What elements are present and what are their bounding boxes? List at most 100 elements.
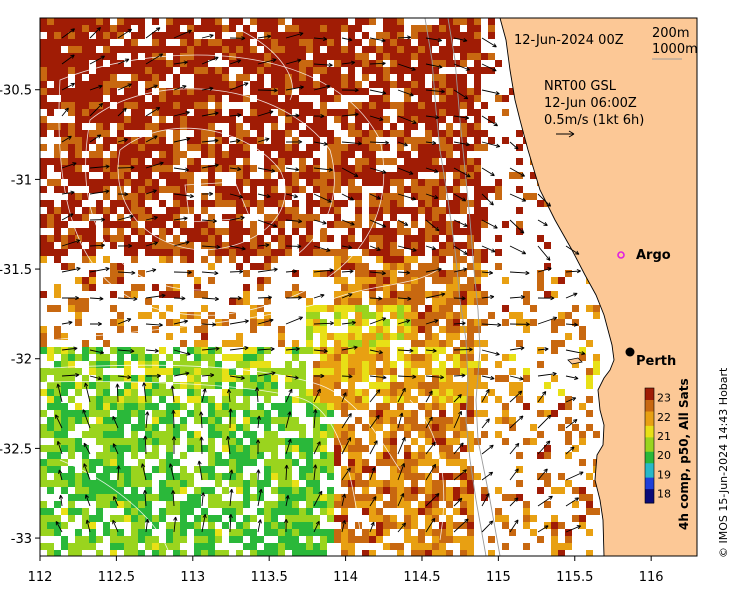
sst-cell [278, 193, 285, 200]
sst-cell [432, 214, 439, 221]
sst-cell [453, 508, 460, 515]
sst-cell [201, 473, 208, 480]
sst-cell [348, 361, 355, 368]
sst-cell [194, 46, 201, 53]
sst-cell [75, 438, 82, 445]
sst-cell [306, 39, 313, 46]
sst-cell [40, 144, 47, 151]
sst-cell [124, 291, 131, 298]
sst-cell [376, 67, 383, 74]
sst-cell [89, 53, 96, 60]
sst-cell [271, 67, 278, 74]
sst-cell [376, 354, 383, 361]
sst-cell [243, 396, 250, 403]
sst-cell [61, 333, 68, 340]
sst-cell [376, 305, 383, 312]
sst-cell [145, 67, 152, 74]
sst-cell [348, 144, 355, 151]
sst-cell [201, 368, 208, 375]
sst-cell [138, 473, 145, 480]
sst-cell [306, 347, 313, 354]
sst-cell [516, 494, 523, 501]
sst-cell [439, 242, 446, 249]
sst-cell [243, 46, 250, 53]
current-arrow-icon [56, 383, 63, 403]
sst-cell [264, 165, 271, 172]
sst-cell [383, 116, 390, 123]
sst-cell [61, 424, 68, 431]
sst-cell [348, 403, 355, 410]
sst-cell [201, 88, 208, 95]
sst-cell [292, 46, 299, 53]
sst-cell [201, 326, 208, 333]
sst-cell [404, 354, 411, 361]
sst-cell [264, 319, 271, 326]
sst-cell [376, 102, 383, 109]
sst-cell [96, 39, 103, 46]
sst-cell [425, 95, 432, 102]
sst-cell [180, 172, 187, 179]
sst-cell [467, 95, 474, 102]
sst-cell [236, 32, 243, 39]
sst-cell [467, 361, 474, 368]
sst-cell [166, 186, 173, 193]
sst-cell [579, 494, 586, 501]
sst-cell [54, 151, 61, 158]
current-arrow-icon [257, 193, 271, 199]
sst-cell [257, 382, 264, 389]
sst-cell [215, 116, 222, 123]
y-axis: -30.5-31-31.5-32-32.5-33 [0, 84, 40, 547]
current-arrow-icon [89, 349, 105, 355]
sst-cell [362, 550, 369, 556]
sst-cell [180, 354, 187, 361]
sst-cell [453, 186, 460, 193]
sst-cell [82, 298, 89, 305]
current-arrow-icon [453, 373, 466, 378]
sst-cell [404, 165, 411, 172]
sst-cell [131, 284, 138, 291]
sst-cell [383, 200, 390, 207]
sst-cell [418, 382, 425, 389]
sst-cell [432, 368, 439, 375]
sst-cell [446, 284, 453, 291]
sst-cell [117, 60, 124, 67]
sst-cell [250, 445, 257, 452]
sst-cell [47, 88, 54, 95]
current-arrow-icon [453, 321, 466, 326]
sst-cell [47, 18, 54, 25]
sst-cell [306, 221, 313, 228]
sst-cell [236, 60, 243, 67]
current-arrow-icon [229, 193, 244, 199]
sst-cell [250, 81, 257, 88]
sst-cell [348, 501, 355, 508]
sst-cell [523, 291, 530, 298]
sst-cell [327, 382, 334, 389]
sst-cell [313, 249, 320, 256]
sst-cell [194, 410, 201, 417]
current-arrow-icon [453, 63, 471, 71]
sst-cell [327, 46, 334, 53]
current-arrow-icon [369, 414, 380, 429]
sst-cell [236, 354, 243, 361]
sst-cell [236, 298, 243, 305]
sst-cell [453, 536, 460, 543]
sst-cell [243, 368, 250, 375]
sst-cell [61, 53, 68, 60]
sst-cell [159, 249, 166, 256]
sst-cell [159, 508, 166, 515]
sst-cell [215, 242, 222, 249]
sst-cell [82, 32, 89, 39]
sst-cell [89, 284, 96, 291]
sst-cell [47, 347, 54, 354]
sst-cell [110, 487, 117, 494]
sst-cell [138, 102, 145, 109]
sst-cell [411, 494, 418, 501]
sst-cell [439, 137, 446, 144]
sst-cell [229, 123, 236, 130]
current-arrow-icon [117, 296, 138, 301]
sst-cell [152, 515, 159, 522]
sst-cell [152, 39, 159, 46]
current-arrow-icon [257, 295, 272, 300]
sst-cell [89, 529, 96, 536]
sst-cell [327, 487, 334, 494]
